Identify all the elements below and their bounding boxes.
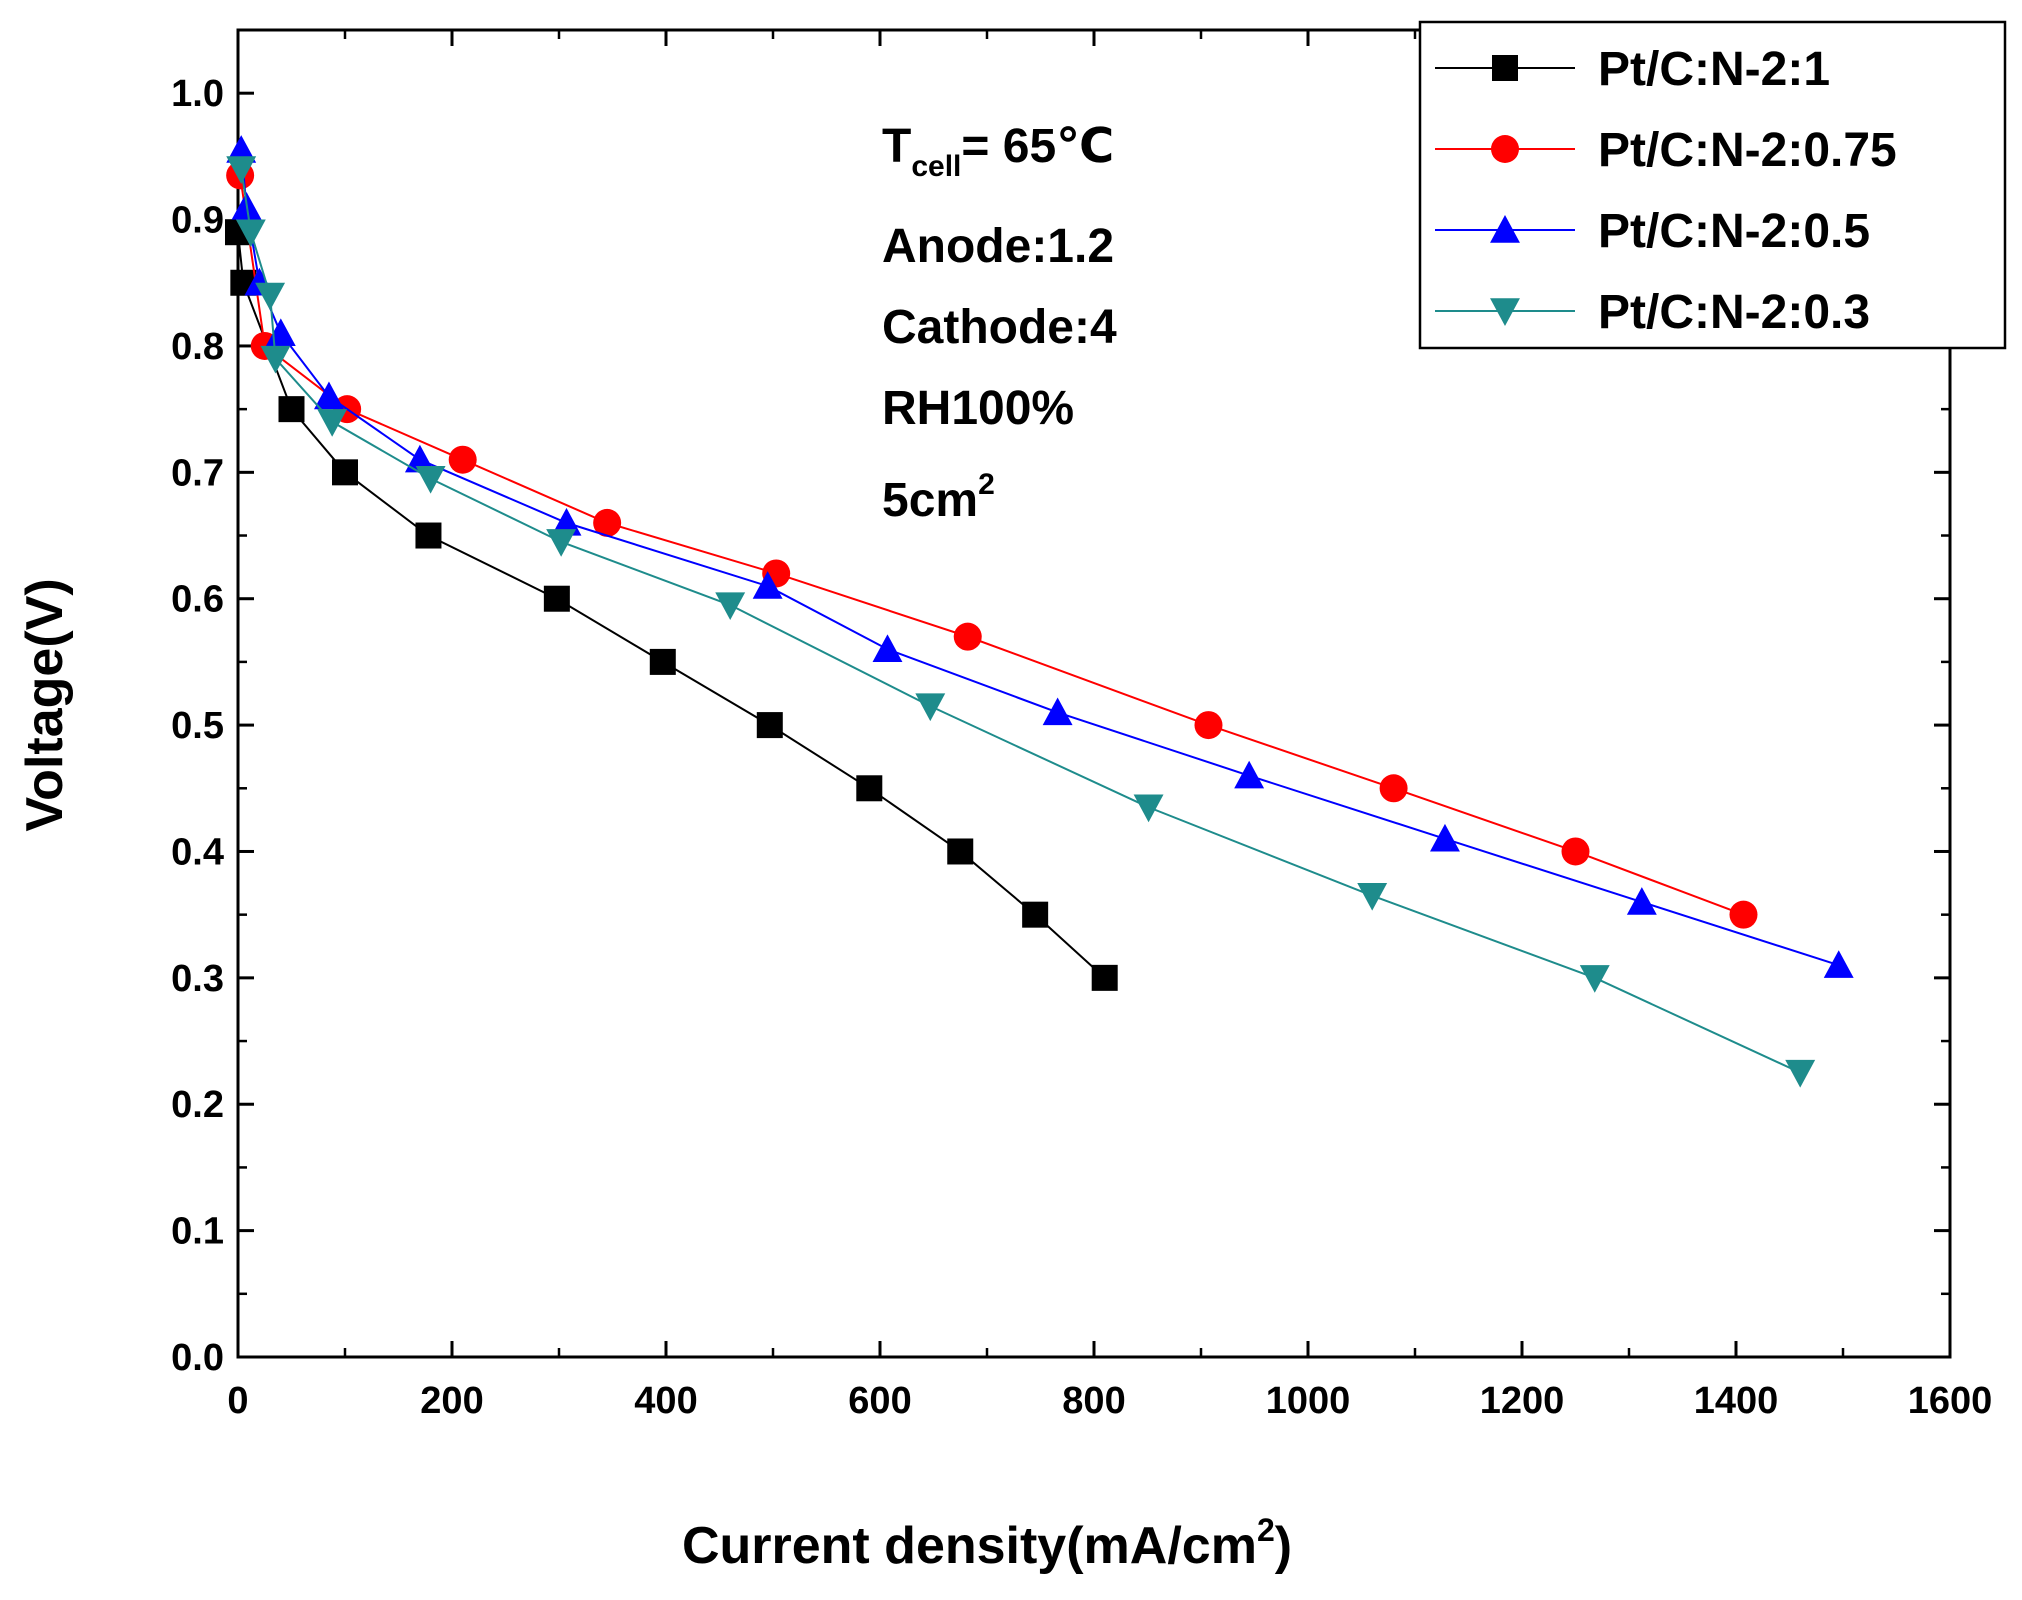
data-point bbox=[1022, 901, 1049, 928]
annotation-anode: Anode:1.2 bbox=[882, 220, 1114, 273]
x-tick-label: 800 bbox=[1062, 1380, 1125, 1422]
data-point bbox=[260, 345, 291, 374]
data-point bbox=[593, 508, 622, 537]
annotation-area-main: 5cm bbox=[882, 474, 978, 527]
data-point bbox=[265, 318, 296, 347]
data-point bbox=[1379, 774, 1408, 803]
x-tick-label: 1600 bbox=[1908, 1380, 1993, 1422]
legend-label: Pt/C:N-2:0.5 bbox=[1598, 205, 1870, 258]
data-point bbox=[332, 459, 358, 486]
y-tick-label: 0.0 bbox=[171, 1337, 224, 1379]
y-tick-label: 0.7 bbox=[171, 452, 224, 494]
data-point bbox=[953, 622, 982, 651]
annotation-rh: RH100% bbox=[882, 382, 1074, 435]
x-axis-label-main: Current density(mA/cm bbox=[682, 1517, 1257, 1575]
x-tick-label: 1400 bbox=[1694, 1380, 1779, 1422]
y-tick-label: 0.4 bbox=[171, 831, 224, 873]
legend-entry: Pt/C:N-2:0.3 bbox=[1435, 286, 1870, 339]
legend-entry: Pt/C:N-2:0.5 bbox=[1435, 205, 1870, 258]
legend-entry: Pt/C:N-2:1 bbox=[1435, 43, 1830, 96]
annotation-cathode: Cathode:4 bbox=[882, 301, 1117, 354]
legend-label: Pt/C:N-2:0.75 bbox=[1598, 124, 1897, 177]
y-tick-label: 0.3 bbox=[171, 958, 224, 1000]
annotation-tcell-main: T bbox=[882, 120, 911, 173]
series-group bbox=[225, 135, 1854, 1088]
data-point bbox=[415, 465, 446, 494]
data-point bbox=[278, 396, 305, 423]
legend-marker bbox=[1492, 55, 1518, 81]
x-tick-label: 1000 bbox=[1266, 1380, 1351, 1422]
annotation-area-sup: 2 bbox=[978, 468, 995, 501]
data-point bbox=[543, 585, 570, 612]
data-point bbox=[1785, 1059, 1816, 1088]
x-tick-label: 400 bbox=[634, 1380, 697, 1422]
data-point bbox=[1626, 887, 1657, 915]
data-point bbox=[1430, 823, 1460, 852]
data-point bbox=[551, 507, 582, 536]
y-tick-label: 0.1 bbox=[171, 1211, 224, 1253]
data-point bbox=[226, 135, 257, 163]
annotation-tcell-value: = 65℃ bbox=[961, 120, 1114, 173]
data-point bbox=[255, 282, 286, 311]
annotation-tcell-sub: cell bbox=[911, 150, 961, 183]
data-point bbox=[756, 712, 783, 739]
data-point bbox=[1823, 950, 1854, 978]
data-point bbox=[1579, 965, 1610, 993]
data-point bbox=[317, 409, 348, 437]
data-point bbox=[415, 522, 442, 549]
data-point bbox=[1729, 900, 1758, 929]
data-point bbox=[856, 775, 883, 802]
legend-marker bbox=[1490, 215, 1520, 243]
data-point bbox=[872, 634, 903, 662]
conditions-annotation: Tcell= 65℃ Anode:1.2 Cathode:4 RH100% 5c… bbox=[882, 120, 1117, 527]
x-axis-label-sup: 2 bbox=[1257, 1512, 1275, 1548]
data-point bbox=[546, 529, 577, 557]
series-4 bbox=[226, 156, 1816, 1088]
data-point bbox=[947, 838, 974, 865]
y-tick-label: 0.2 bbox=[171, 1084, 224, 1126]
y-axis-label: Voltage(V) bbox=[16, 578, 74, 831]
data-point bbox=[915, 693, 946, 722]
x-tick-label: 200 bbox=[420, 1380, 483, 1422]
y-tick-label: 0.5 bbox=[171, 705, 224, 747]
data-point bbox=[1042, 697, 1073, 726]
annotation-tcell: Tcell= 65℃ bbox=[882, 120, 1114, 183]
data-point bbox=[448, 445, 477, 474]
data-point bbox=[404, 444, 435, 473]
y-tick-label: 1.0 bbox=[171, 73, 224, 115]
data-point bbox=[752, 571, 783, 599]
x-tick-label: 0 bbox=[227, 1380, 248, 1422]
data-point bbox=[1561, 837, 1590, 866]
data-point bbox=[1194, 711, 1223, 740]
legend-entries: Pt/C:N-2:1 Pt/C:N-2:0.75 Pt/C:N-2:0.5 Pt/C:… bbox=[1435, 43, 1897, 339]
data-point bbox=[715, 592, 746, 620]
data-point bbox=[649, 648, 676, 675]
data-point bbox=[314, 381, 344, 410]
y-tick-label: 0.8 bbox=[171, 326, 224, 368]
legend-marker bbox=[1491, 135, 1519, 163]
x-axis-label: Current density(mA/cm2) bbox=[682, 1512, 1292, 1575]
annotation-area: 5cm2 bbox=[882, 468, 995, 527]
legend-marker bbox=[1490, 298, 1520, 326]
data-point bbox=[226, 156, 257, 184]
data-point bbox=[235, 219, 266, 248]
legend-entry: Pt/C:N-2:0.75 bbox=[1435, 124, 1897, 177]
x-tick-label: 600 bbox=[848, 1380, 911, 1422]
data-point bbox=[1234, 760, 1265, 789]
x-tick-label: 1200 bbox=[1480, 1380, 1565, 1422]
y-tick-label: 0.6 bbox=[171, 579, 224, 621]
series-1 bbox=[225, 219, 1118, 991]
legend-label: Pt/C:N-2:1 bbox=[1598, 43, 1830, 96]
ticks: 0 200 400 600 800 1000 1200 1400 1600 0.0 0.1 0.2 0.… bbox=[171, 30, 1992, 1422]
x-axis-label-close: ) bbox=[1275, 1517, 1292, 1575]
legend-label: Pt/C:N-2:0.3 bbox=[1598, 286, 1870, 339]
y-tick-label: 0.9 bbox=[171, 200, 224, 242]
data-point bbox=[1357, 883, 1388, 911]
legend: Pt/C:N-2:1 Pt/C:N-2:0.75 Pt/C:N-2:0.5 Pt/C:… bbox=[1418, 20, 2007, 350]
data-point bbox=[1091, 964, 1118, 991]
data-point bbox=[1133, 794, 1164, 823]
